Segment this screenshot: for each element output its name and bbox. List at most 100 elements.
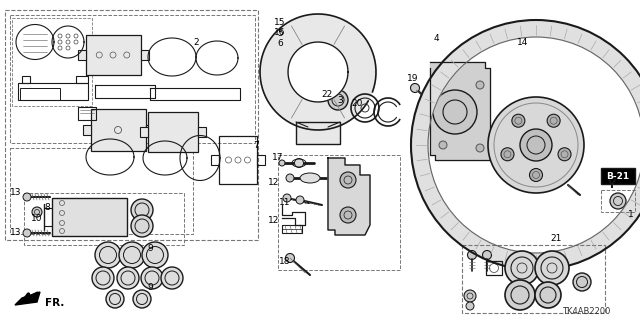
Text: TK4AB2200: TK4AB2200 — [562, 308, 610, 316]
Circle shape — [505, 280, 535, 310]
Circle shape — [512, 114, 525, 127]
Bar — [78, 107, 96, 120]
Circle shape — [488, 97, 584, 193]
Text: 10: 10 — [31, 213, 43, 222]
Polygon shape — [288, 42, 348, 102]
Text: 6: 6 — [277, 38, 283, 47]
Text: 17: 17 — [272, 153, 284, 162]
Circle shape — [92, 267, 114, 289]
Bar — [20, 88, 60, 100]
Text: 20: 20 — [351, 99, 363, 108]
Circle shape — [131, 215, 153, 237]
Circle shape — [476, 144, 484, 152]
Bar — [90, 109, 145, 151]
Circle shape — [433, 90, 477, 134]
Bar — [296, 122, 340, 144]
Bar — [198, 127, 206, 137]
Text: 19: 19 — [407, 74, 419, 83]
Text: 1: 1 — [628, 210, 634, 219]
Bar — [211, 155, 219, 165]
Circle shape — [466, 302, 474, 310]
Text: 9: 9 — [147, 283, 153, 292]
Circle shape — [279, 160, 285, 166]
Bar — [10, 148, 193, 234]
Bar — [282, 225, 302, 233]
Circle shape — [340, 207, 356, 223]
Circle shape — [529, 169, 543, 181]
Circle shape — [476, 81, 484, 89]
Bar — [601, 190, 635, 212]
Circle shape — [106, 290, 124, 308]
Circle shape — [32, 207, 42, 217]
Bar — [257, 155, 265, 165]
Circle shape — [285, 253, 294, 262]
Circle shape — [117, 267, 139, 289]
Bar — [24, 193, 184, 245]
Text: 18: 18 — [279, 258, 291, 267]
Circle shape — [296, 196, 304, 204]
Text: B-21: B-21 — [607, 172, 630, 180]
Circle shape — [520, 129, 552, 161]
Polygon shape — [430, 62, 490, 160]
Circle shape — [141, 267, 163, 289]
Polygon shape — [411, 20, 640, 270]
Circle shape — [286, 174, 294, 182]
Circle shape — [23, 193, 31, 201]
Circle shape — [95, 242, 121, 268]
Circle shape — [505, 251, 539, 285]
Text: 13: 13 — [10, 228, 22, 236]
Circle shape — [328, 90, 348, 110]
Circle shape — [439, 76, 447, 84]
Circle shape — [119, 242, 145, 268]
Circle shape — [283, 194, 291, 202]
Text: 9: 9 — [147, 244, 153, 252]
Circle shape — [535, 282, 561, 308]
Bar — [462, 245, 605, 313]
Circle shape — [547, 114, 560, 127]
Bar — [83, 125, 90, 135]
Text: 22: 22 — [321, 90, 333, 99]
Circle shape — [439, 141, 447, 149]
Text: 11: 11 — [279, 197, 291, 206]
Circle shape — [483, 251, 492, 260]
Bar — [145, 125, 154, 135]
Text: 8: 8 — [44, 203, 50, 212]
Circle shape — [558, 148, 571, 161]
Bar — [52, 198, 127, 236]
Circle shape — [133, 290, 151, 308]
Text: 12: 12 — [268, 178, 280, 187]
Polygon shape — [328, 158, 370, 235]
Circle shape — [467, 251, 477, 260]
Bar — [10, 15, 255, 143]
Text: 21: 21 — [550, 234, 562, 243]
Bar — [12, 18, 92, 106]
Polygon shape — [15, 292, 40, 305]
Bar — [601, 168, 635, 184]
Text: 13: 13 — [10, 188, 22, 196]
Text: 12: 12 — [268, 215, 280, 225]
Circle shape — [464, 290, 476, 302]
Text: 4: 4 — [433, 34, 439, 43]
Text: 5: 5 — [277, 28, 283, 37]
Bar — [219, 136, 257, 184]
Text: 14: 14 — [517, 37, 529, 46]
Bar — [86, 35, 141, 75]
Circle shape — [294, 158, 303, 167]
Circle shape — [573, 273, 591, 291]
Circle shape — [501, 148, 514, 161]
Text: 2: 2 — [193, 37, 199, 46]
Text: 3: 3 — [337, 95, 343, 105]
Text: 7: 7 — [253, 140, 259, 149]
Bar — [77, 50, 86, 60]
Text: FR.: FR. — [45, 298, 65, 308]
Bar — [278, 155, 400, 270]
Bar — [5, 10, 258, 240]
Polygon shape — [260, 14, 376, 130]
Bar — [140, 127, 148, 137]
Circle shape — [131, 199, 153, 221]
Bar — [141, 50, 148, 60]
Circle shape — [23, 229, 31, 237]
Text: 16: 16 — [275, 28, 285, 36]
Bar — [148, 112, 198, 152]
Bar — [486, 261, 502, 275]
